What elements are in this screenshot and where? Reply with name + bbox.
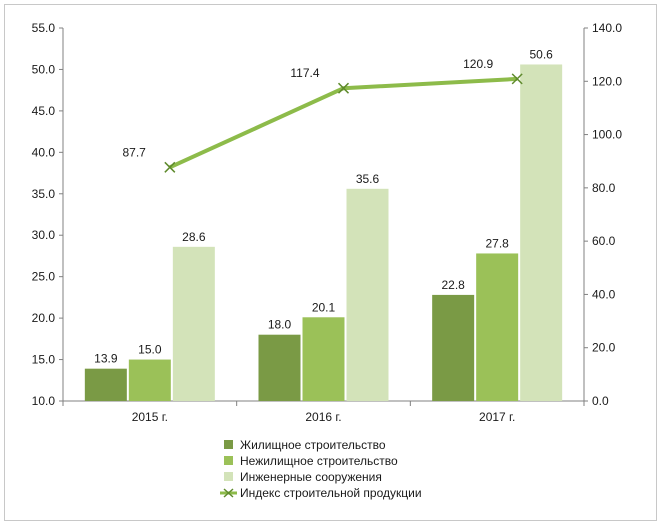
legend-label: Нежилищное строительство [240,454,398,468]
bar-data-label: 27.8 [485,236,509,250]
bar-data-label: 13.9 [94,352,118,366]
left-tick-label: 40.0 [32,145,56,159]
legend-line-marker [223,488,234,498]
left-tick-label: 35.0 [32,187,56,201]
right-tick-label: 40.0 [592,287,616,301]
line-series [169,76,518,170]
bar [258,334,301,401]
x-tick-label: 2016 г. [305,410,341,424]
bar-data-label: 22.8 [441,278,465,292]
line-data-label: 120.9 [463,57,493,71]
bar [476,253,519,401]
left-tick-label: 25.0 [32,270,56,284]
right-tick-label: 20.0 [592,341,616,355]
bar-data-label: 20.1 [312,300,336,314]
x-tick-label: 2015 г. [132,410,168,424]
line-point-marker [511,73,523,85]
legend-label: Инженерные сооружения [240,470,382,484]
line-data-label: 87.7 [122,145,146,159]
left-tick-label: 45.0 [32,104,56,118]
right-tick-label: 80.0 [592,181,616,195]
legend-swatch [224,472,233,481]
left-tick-label: 55.0 [32,21,56,35]
bar [128,359,171,401]
legend-swatch [224,440,233,449]
bar [346,188,389,401]
bar [432,294,475,401]
right-tick-label: 120.0 [592,74,622,88]
line-data-label: 117.4 [290,66,319,80]
bar-data-label: 28.6 [182,230,206,244]
line-point-marker [337,82,350,94]
line-point-marker [164,161,176,173]
bar-data-label: 50.6 [529,47,553,61]
left-tick-label: 50.0 [32,62,56,76]
bar [302,317,345,401]
legend-label: Жилищное строительство [240,438,386,452]
left-tick-label: 15.0 [32,353,56,367]
bar [172,246,215,401]
bar [84,368,127,401]
bar-data-label: 18.0 [268,318,292,332]
right-tick-label: 60.0 [592,234,616,248]
left-tick-label: 20.0 [32,311,56,325]
right-tick-label: 0.0 [592,394,609,408]
x-tick-label: 2017 г. [479,410,515,424]
right-tick-label: 100.0 [592,128,622,142]
legend-label: Индекс строительной продукции [240,486,422,500]
bar-data-label: 15.0 [138,343,162,357]
bar-data-label: 35.6 [356,172,380,186]
right-tick-label: 140.0 [592,21,622,35]
bar [520,64,563,402]
left-tick-label: 10.0 [32,394,56,408]
legend-swatch [224,456,233,465]
left-tick-label: 30.0 [32,228,56,242]
